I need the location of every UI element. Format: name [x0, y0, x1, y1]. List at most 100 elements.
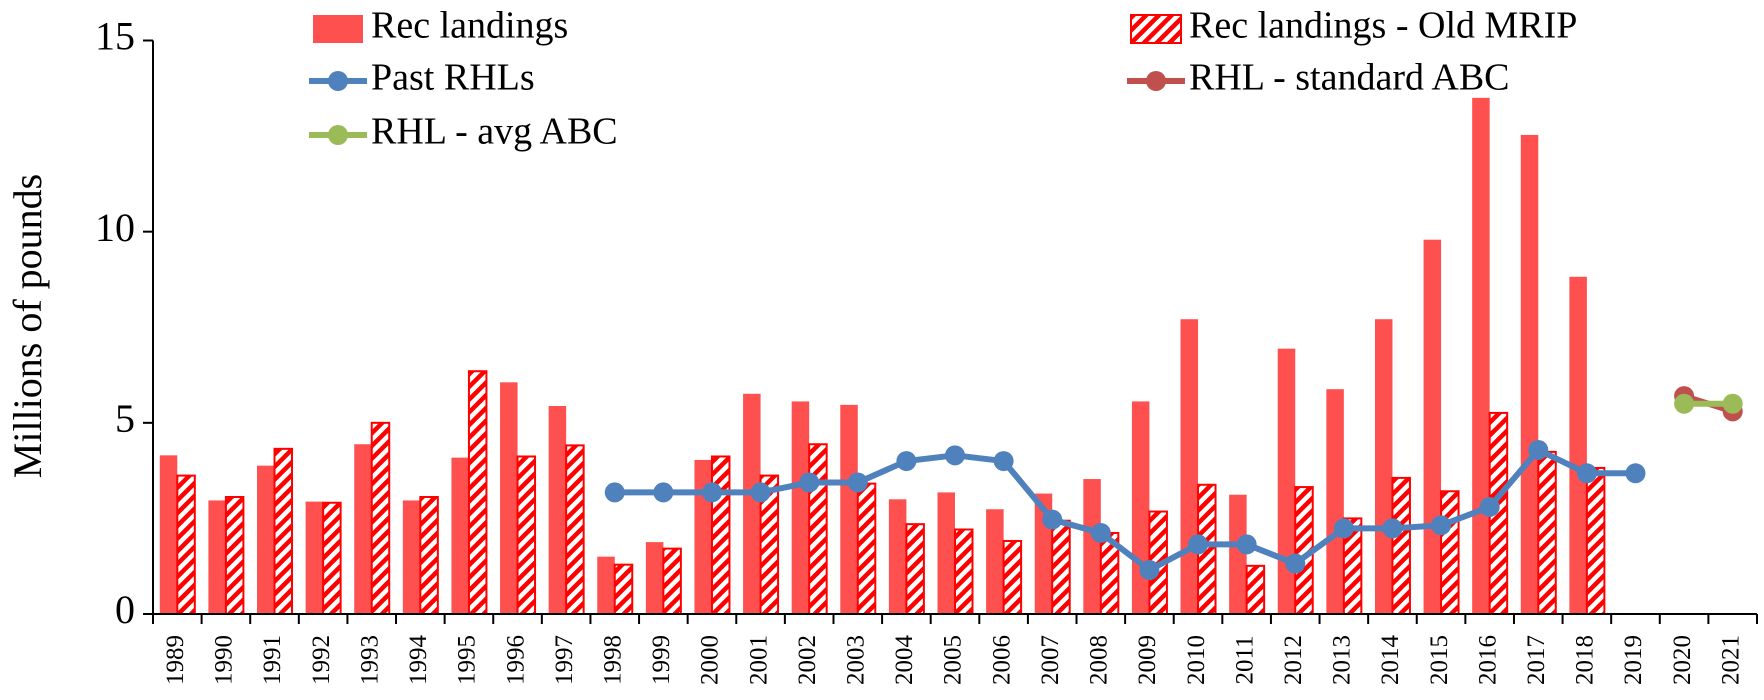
x-tick-label: 2004 — [891, 635, 918, 686]
x-tick-label: 2014 — [1377, 635, 1404, 686]
x-tick-label: 1997 — [551, 635, 578, 685]
bar — [1423, 239, 1442, 614]
bar-hatched — [905, 523, 925, 616]
bar-hatched — [370, 421, 391, 616]
x-tick-label: 2009 — [1134, 635, 1161, 685]
line-marker — [799, 472, 820, 493]
bar — [1131, 401, 1150, 614]
line-marker — [1431, 515, 1452, 536]
bar — [1229, 494, 1247, 614]
x-tick-label: 1993 — [356, 635, 383, 685]
legend-marker — [1146, 71, 1166, 91]
line-marker — [701, 482, 722, 503]
line-marker — [993, 451, 1014, 472]
bar — [159, 455, 178, 614]
bar-hatched — [565, 444, 585, 615]
line-marker — [604, 482, 625, 503]
bar-hatched — [613, 563, 634, 616]
legend-label: Rec landings - Old MRIP — [1189, 5, 1577, 47]
line-marker — [1722, 393, 1743, 414]
bar — [500, 382, 518, 614]
x-tick-label: 1989 — [162, 635, 189, 685]
line-marker — [1625, 463, 1646, 484]
x-tick-label: 1995 — [454, 635, 481, 685]
line-marker — [1528, 439, 1549, 460]
x-tick-label: 2006 — [988, 635, 1015, 685]
x-tick-label: 2000 — [697, 635, 724, 685]
legend-label: Past RHLs — [371, 57, 535, 99]
x-tick-label: 2003 — [843, 635, 870, 685]
bar-hatched — [1002, 539, 1023, 615]
line-marker — [1382, 518, 1403, 539]
bar — [208, 500, 226, 614]
line-marker — [1333, 518, 1354, 539]
bar-hatched — [1051, 519, 1071, 616]
legend-label: Rec landings — [371, 5, 568, 47]
x-tick-label: 2012 — [1280, 635, 1307, 685]
bar — [1277, 348, 1296, 614]
bar — [1472, 97, 1490, 615]
line-marker — [1188, 534, 1209, 555]
line-marker — [945, 445, 965, 466]
line-marker — [1285, 553, 1306, 574]
bar-hatched — [1537, 450, 1557, 615]
bar — [1180, 319, 1199, 614]
y-axis-label: Millions of pounds — [5, 174, 50, 478]
line-marker — [1042, 509, 1063, 530]
x-tick-label: 1991 — [259, 635, 286, 685]
legend-swatch — [313, 15, 363, 43]
line — [614, 446, 1636, 574]
legend-marker — [328, 71, 348, 91]
bar-hatched — [176, 474, 196, 615]
x-tick-label: 2013 — [1329, 635, 1356, 685]
x-tick-label: 2008 — [1086, 635, 1113, 685]
line-marker — [653, 482, 674, 503]
x-tick-label: 2019 — [1620, 635, 1647, 685]
line-marker — [1090, 522, 1111, 543]
y-tick-label: 10 — [95, 205, 135, 250]
bar — [1569, 276, 1587, 614]
x-tick-label: 2010 — [1183, 635, 1210, 685]
bar — [645, 542, 664, 614]
x-tick-label: 2011 — [1231, 635, 1258, 684]
line-marker — [896, 451, 917, 472]
x-tick-label: 2001 — [745, 635, 772, 685]
bar-hatched — [954, 528, 974, 615]
x-tick-label: 2015 — [1426, 635, 1453, 685]
x-tick-label: 2017 — [1523, 635, 1550, 685]
x-tick-label: 2016 — [1474, 635, 1501, 685]
legend-marker — [328, 125, 348, 145]
x-tick-label: 2005 — [940, 635, 967, 685]
bar — [548, 406, 567, 614]
y-tick-label: 0 — [115, 587, 135, 632]
bar — [1374, 319, 1393, 614]
bar-hatched — [1245, 564, 1266, 615]
bar-hatched — [808, 443, 828, 615]
x-tick-label: 1999 — [648, 635, 675, 685]
x-tick-label: 2007 — [1037, 635, 1064, 685]
bar — [743, 393, 761, 614]
bar-hatched — [516, 455, 537, 615]
bar-hatched — [467, 370, 488, 615]
x-tick-label: 2020 — [1669, 635, 1696, 685]
line-marker — [1479, 496, 1500, 517]
bar — [791, 401, 810, 614]
bar-hatched — [273, 447, 294, 615]
bar-hatched — [1440, 490, 1460, 615]
bar — [257, 465, 275, 614]
x-tick-label: 2002 — [794, 635, 821, 685]
bar-hatched — [419, 496, 439, 616]
bar — [1326, 389, 1344, 614]
legend-swatch — [1130, 14, 1182, 44]
bar-hatched — [662, 547, 682, 615]
x-tick-label: 2021 — [1717, 635, 1744, 685]
y-tick-label: 5 — [115, 396, 135, 441]
bar — [305, 501, 324, 614]
x-tick-label: 1992 — [308, 635, 335, 685]
line-marker — [1236, 534, 1257, 555]
line-marker — [1576, 463, 1597, 484]
bar-hatched — [1585, 466, 1606, 615]
x-tick-label: 1998 — [599, 635, 626, 685]
line-marker — [1674, 393, 1695, 414]
